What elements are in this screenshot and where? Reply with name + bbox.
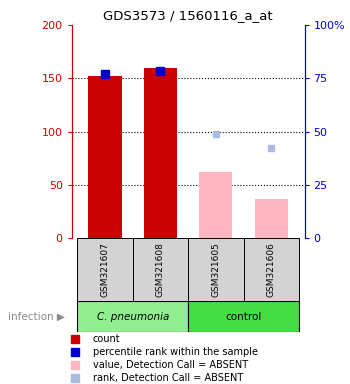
Text: percentile rank within the sample: percentile rank within the sample <box>93 347 258 357</box>
Bar <box>255 199 288 238</box>
Title: GDS3573 / 1560116_a_at: GDS3573 / 1560116_a_at <box>103 9 273 22</box>
Text: GSM321607: GSM321607 <box>100 242 110 297</box>
Text: C. pneumonia: C. pneumonia <box>97 312 169 322</box>
Text: rank, Detection Call = ABSENT: rank, Detection Call = ABSENT <box>93 372 243 382</box>
Text: infection ▶: infection ▶ <box>8 312 65 322</box>
Bar <box>188 238 244 301</box>
Bar <box>188 301 299 332</box>
Text: value, Detection Call = ABSENT: value, Detection Call = ABSENT <box>93 359 248 369</box>
Bar <box>133 238 188 301</box>
Bar <box>244 238 299 301</box>
Text: control: control <box>225 312 262 322</box>
Text: GSM321605: GSM321605 <box>211 242 220 297</box>
Bar <box>144 68 177 238</box>
Bar <box>77 238 133 301</box>
Text: GSM321606: GSM321606 <box>267 242 276 297</box>
Bar <box>77 301 188 332</box>
Bar <box>199 172 232 238</box>
Bar <box>88 76 122 238</box>
Text: count: count <box>93 334 120 344</box>
Text: GSM321608: GSM321608 <box>156 242 165 297</box>
